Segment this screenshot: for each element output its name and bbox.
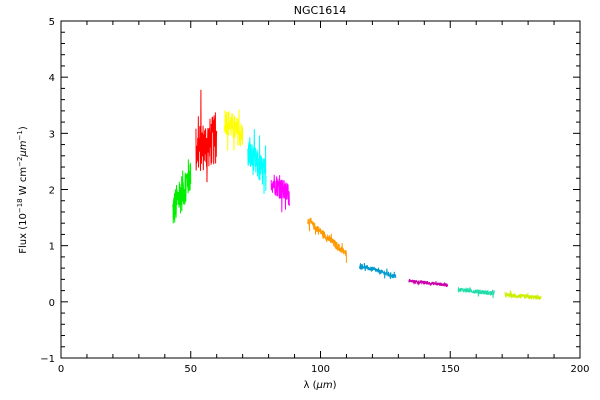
x-tick-label: 150 bbox=[441, 364, 460, 375]
spectrum-segment-5 bbox=[270, 174, 290, 213]
spectrum-segment-6 bbox=[307, 217, 347, 263]
x-axis-ticks: 0 50 100 150 200 bbox=[58, 21, 590, 375]
x-tick-label: 200 bbox=[570, 364, 589, 375]
y-tick-label: −1 bbox=[40, 354, 55, 365]
y-tick-label: 4 bbox=[49, 73, 55, 84]
y-axis-label: Flux (10−18 W cm−2μm−1) bbox=[16, 126, 29, 254]
y-axis-ticks: −1 0 1 2 3 4 5 bbox=[40, 17, 580, 365]
chart-title: NGC1614 bbox=[294, 4, 346, 17]
spectrum-segment-2 bbox=[195, 89, 218, 183]
plot-frame bbox=[60, 20, 581, 359]
x-axis-label: λ (μm) bbox=[303, 380, 336, 391]
y-tick-label: 2 bbox=[49, 186, 55, 197]
x-tick-label: 100 bbox=[311, 364, 330, 375]
y-tick-label: 3 bbox=[49, 129, 55, 140]
spectrum-segment-4 bbox=[247, 128, 267, 194]
y-tick-label: 1 bbox=[49, 242, 55, 253]
spectrum-segment-3 bbox=[223, 109, 244, 151]
spectrum-segment-10 bbox=[504, 290, 542, 300]
spectrum-segment-1 bbox=[172, 159, 192, 224]
x-tick-label: 0 bbox=[58, 364, 64, 375]
y-tick-label: 0 bbox=[49, 298, 55, 309]
spectrum-series bbox=[172, 89, 542, 300]
spectrum-segment-9 bbox=[457, 286, 495, 299]
y-tick-label: 5 bbox=[49, 17, 55, 28]
x-tick-label: 50 bbox=[184, 364, 197, 375]
spectrum-segment-8 bbox=[408, 278, 449, 288]
spectrum-segment-7 bbox=[358, 262, 397, 280]
